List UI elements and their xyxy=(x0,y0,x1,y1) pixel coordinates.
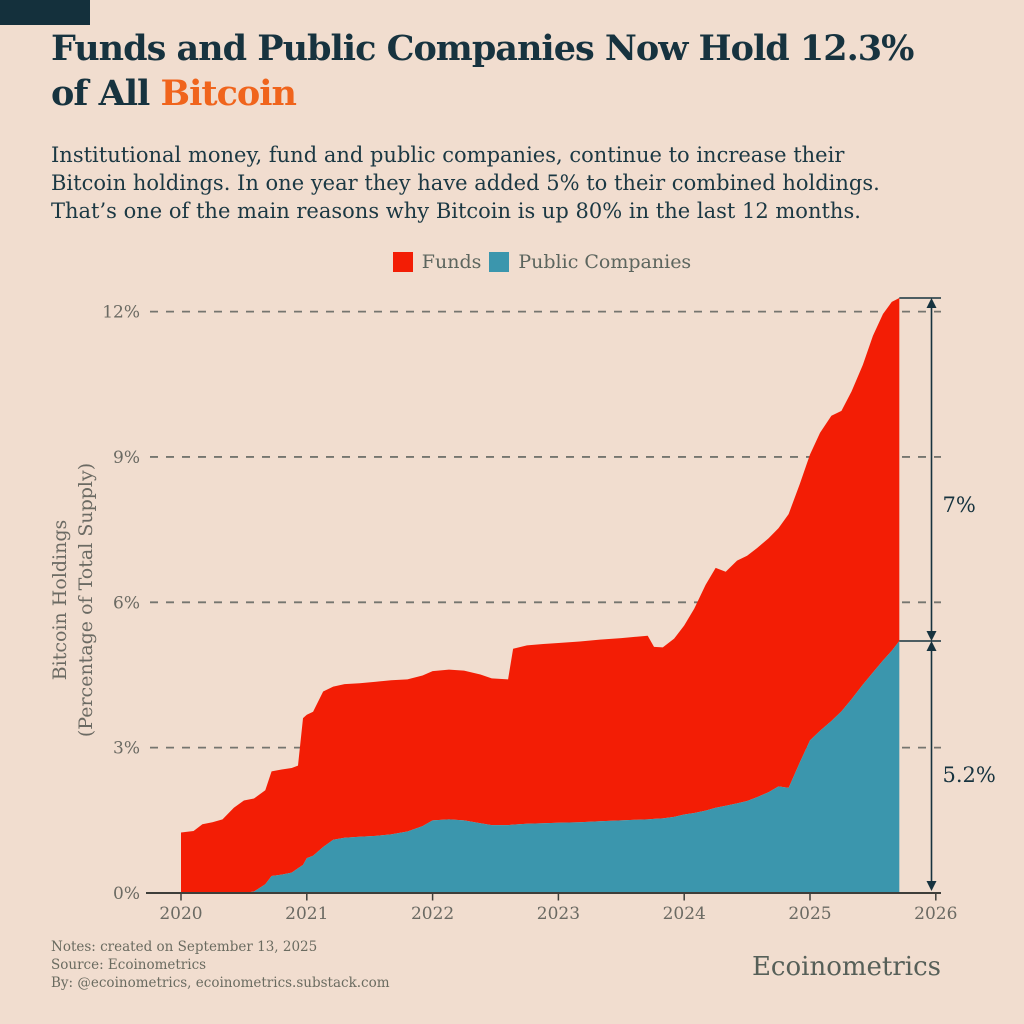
x-tick-label-2020: 2020 xyxy=(159,904,202,924)
y-tick-label-12%: 12% xyxy=(102,303,140,323)
y-axis-title-line-1: Bitcoin Holdings xyxy=(49,520,71,681)
x-tick-label-2021: 2021 xyxy=(285,904,328,924)
legend-item-public-companies: Public Companies xyxy=(489,251,691,273)
chart-description: Institutional money, fund and public com… xyxy=(51,141,951,225)
funds-swatch-icon xyxy=(392,252,413,272)
x-tick-label-2026: 2026 xyxy=(914,904,957,924)
y-tick-label-0%: 0% xyxy=(113,884,140,904)
legend-label-funds: Funds xyxy=(421,251,482,273)
x-tick-label-2022: 2022 xyxy=(411,904,454,924)
title-line-1: Funds and Public Companies Now Hold 12.3… xyxy=(51,28,914,69)
description-line-1: Institutional money, fund and public com… xyxy=(51,143,845,167)
public-companies-area xyxy=(181,641,900,893)
y-tick-label-9%: 9% xyxy=(113,448,140,468)
y-tick-label-6%: 6% xyxy=(113,593,140,613)
arrowhead-down-icon xyxy=(926,631,937,642)
arrowhead-up-icon xyxy=(926,298,937,309)
y-axis-title-line-2: (Percentage of Total Supply) xyxy=(75,463,97,737)
y-tick-label-3%: 3% xyxy=(113,739,140,759)
x-tick-label-2024: 2024 xyxy=(663,904,706,924)
public-companies-swatch-icon xyxy=(489,252,510,272)
arrowhead-up-icon xyxy=(926,641,937,652)
legend-label-public-companies: Public Companies xyxy=(518,251,692,273)
chart-legend: Funds Public Companies xyxy=(30,251,1024,273)
brand-logo: Ecoinometrics xyxy=(751,952,941,982)
arrowhead-down-icon xyxy=(926,881,937,891)
title-bitcoin-highlight: Bitcoin xyxy=(160,73,297,114)
x-tick-label-2023: 2023 xyxy=(537,904,580,924)
title-line-2-prefix: of All xyxy=(51,73,161,114)
footnote-author: By: @ecoinometrics, ecoinometrics.substa… xyxy=(51,975,390,991)
legend-item-funds: Funds xyxy=(392,251,482,273)
description-line-3: That’s one of the main reasons why Bitco… xyxy=(51,199,861,223)
footnote-notes: Notes: created on September 13, 2025 xyxy=(51,939,318,955)
chart-footnotes: Notes: created on September 13, 2025 Sou… xyxy=(51,938,390,992)
description-line-2: Bitcoin holdings. In one year they have … xyxy=(51,171,880,195)
brand-corner-block xyxy=(0,0,90,25)
footnote-source: Source: Ecoinometrics xyxy=(51,957,207,973)
funds-area xyxy=(181,298,900,893)
annotation-label-7%: 7% xyxy=(943,493,976,517)
x-tick-label-2025: 2025 xyxy=(788,904,831,924)
page-title: Funds and Public Companies Now Hold 12.3… xyxy=(51,26,991,116)
title-line-2: of All Bitcoin xyxy=(51,71,991,116)
annotation-label-5.2%: 5.2% xyxy=(943,763,996,787)
